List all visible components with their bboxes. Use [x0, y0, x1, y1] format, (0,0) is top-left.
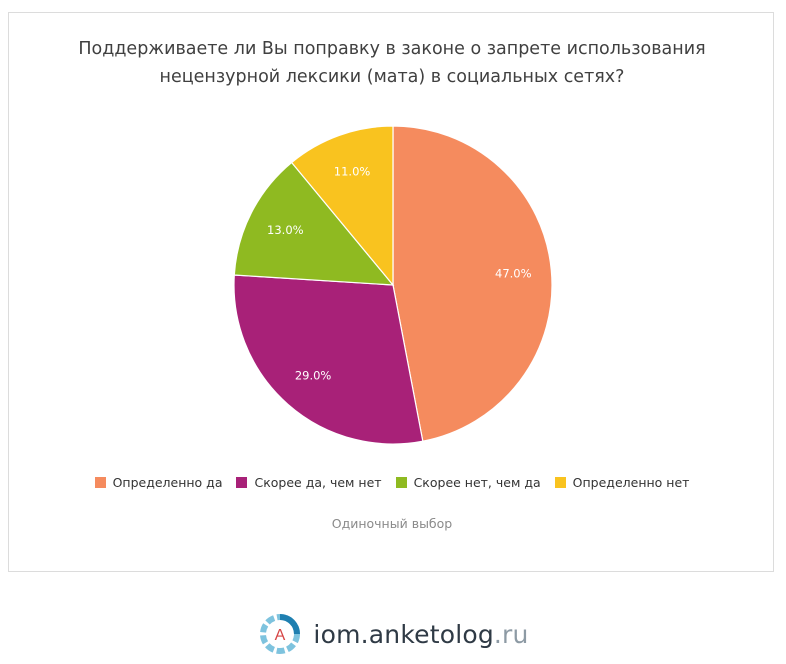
legend-label: Скорее да, чем нет — [254, 475, 382, 490]
pie-slice-label-1: 47.0% — [495, 267, 532, 281]
legend-swatch — [236, 477, 248, 488]
pie-slice-4[interactable] — [290, 125, 394, 287]
chart-subtitle: Одиночный выбор — [331, 516, 453, 531]
legend-item-3[interactable]: Скорее нет, чем да — [395, 475, 541, 490]
brand-name: iom.anketolog.ru — [313, 620, 528, 649]
chart-card: Поддерживаете ли Вы поправку в законе о … — [8, 12, 774, 572]
legend-item-2[interactable]: Скорее да, чем нет — [236, 475, 382, 490]
footer-logo[interactable]: А iom.anketolog.ru — [0, 610, 786, 658]
logo-letter: А — [275, 627, 286, 644]
chart-title: Поддерживаете ли Вы поправку в законе о … — [9, 35, 775, 91]
pie-slice-1[interactable] — [392, 125, 553, 442]
legend-item-1[interactable]: Определенно да — [94, 475, 223, 490]
pie-slice-2[interactable] — [233, 274, 424, 445]
chart-title-line-2: нецензурной лексики (мата) в социальных … — [159, 67, 625, 87]
legend-label: Скорее нет, чем да — [413, 475, 541, 490]
brand-main: iom.anketolog — [313, 619, 494, 649]
chart-title-line-1: Поддерживаете ли Вы поправку в законе о … — [78, 39, 706, 59]
pie-chart: 47.0% 29.0% 13.0% 11.0% — [233, 125, 553, 445]
legend-swatch — [94, 477, 106, 488]
pie-slice-label-4: 11.0% — [334, 164, 371, 178]
chart-legend: Определенно да Скорее да, чем нет Скорее н… — [9, 475, 775, 490]
legend-label: Определенно нет — [572, 475, 690, 490]
pie-slice-label-2: 29.0% — [295, 369, 332, 383]
legend-swatch — [554, 477, 566, 488]
pie-slice-3[interactable] — [233, 161, 395, 286]
brand-tld: .ru — [493, 619, 529, 649]
legend-swatch — [395, 477, 407, 488]
pie-slice-label-3: 13.0% — [267, 223, 304, 237]
anketolog-logo-icon: А — [260, 614, 301, 654]
legend-label: Определенно да — [112, 475, 223, 490]
legend-item-4[interactable]: Определенно нет — [554, 475, 690, 490]
